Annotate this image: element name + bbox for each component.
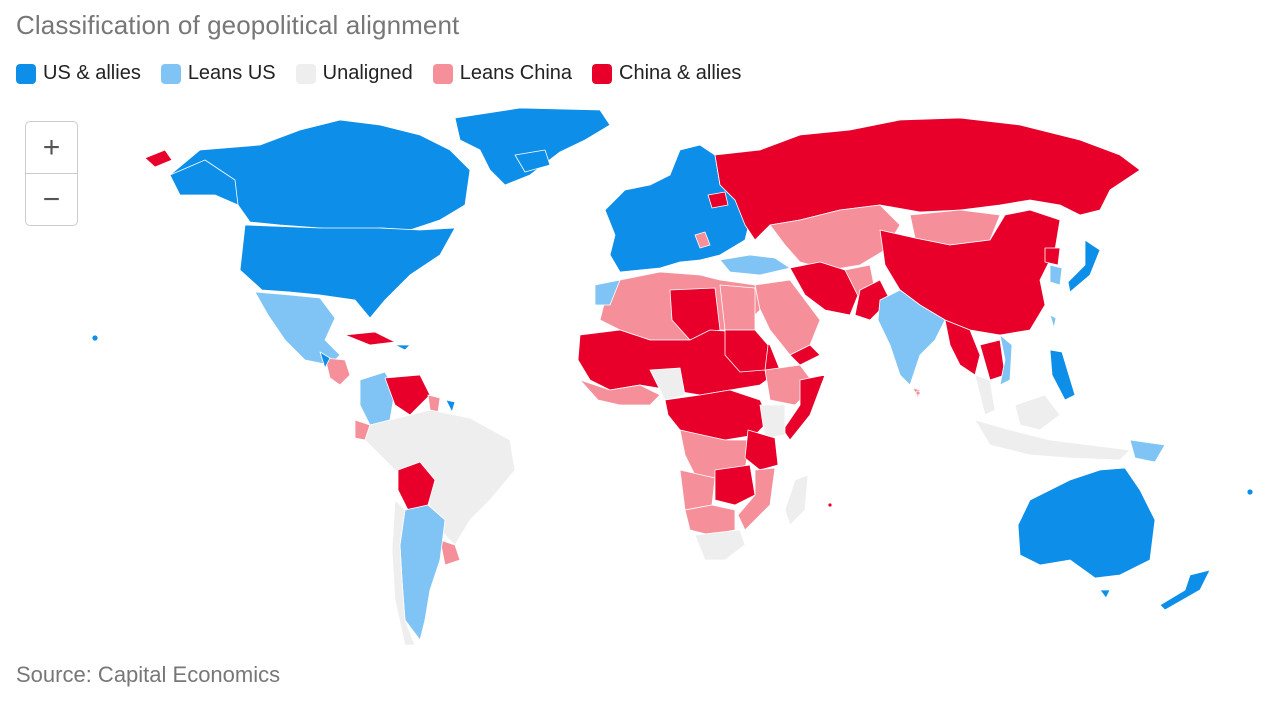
region-south-korea[interactable] xyxy=(1049,264,1063,286)
region-borneo[interactable] xyxy=(1014,394,1061,431)
region-india[interactable] xyxy=(877,289,946,386)
region-vietnam[interactable] xyxy=(999,334,1013,386)
region-australia[interactable] xyxy=(1017,467,1156,579)
region-central-america[interactable] xyxy=(324,357,351,386)
region-north-korea[interactable] xyxy=(1044,247,1061,266)
legend-label-unaligned: Unaligned xyxy=(322,62,413,84)
legend-swatch-leans-us xyxy=(160,63,181,84)
region-pacific-island[interactable] xyxy=(1246,488,1254,496)
region-morocco[interactable] xyxy=(594,279,621,306)
legend-label-us-allies: US & allies xyxy=(43,62,141,84)
region-usa[interactable] xyxy=(239,224,456,319)
region-yemen[interactable] xyxy=(789,344,821,366)
region-argentina[interactable] xyxy=(399,504,446,641)
region-comoros[interactable] xyxy=(915,390,921,396)
region-somalia[interactable] xyxy=(782,374,826,441)
legend-swatch-china-allies xyxy=(592,63,613,84)
zoom-out-button[interactable]: − xyxy=(42,182,61,216)
legend-item-leans-china: Leans China xyxy=(432,62,573,85)
legend-swatch-leans-china xyxy=(432,63,453,84)
region-venezuela[interactable] xyxy=(384,374,431,416)
region-mauritius[interactable] xyxy=(827,502,833,508)
region-canada[interactable] xyxy=(169,119,471,233)
region-chile[interactable] xyxy=(391,499,416,646)
region-cuba[interactable] xyxy=(344,331,396,346)
region-iran[interactable] xyxy=(789,261,861,316)
region-brazil[interactable] xyxy=(364,409,516,546)
world-map[interactable] xyxy=(0,100,1282,660)
region-serbia[interactable] xyxy=(694,231,711,249)
region-iceland[interactable] xyxy=(514,149,551,173)
region-paraguay[interactable] xyxy=(439,539,461,566)
legend-item-us-allies: US & allies xyxy=(16,62,141,85)
region-tasmania[interactable] xyxy=(1099,589,1111,599)
region-taiwan[interactable] xyxy=(1049,314,1057,329)
zoom-control: + − xyxy=(25,121,78,226)
legend-item-leans-us: Leans US xyxy=(160,62,276,85)
region-png[interactable] xyxy=(1129,439,1166,463)
region-europe-west[interactable] xyxy=(604,144,751,273)
legend-item-unaligned: Unaligned xyxy=(295,62,413,85)
region-chukotka[interactable] xyxy=(144,149,173,168)
region-caribbean[interactable] xyxy=(394,344,411,351)
region-tanzania[interactable] xyxy=(744,429,779,471)
region-russia[interactable] xyxy=(714,117,1141,241)
legend-label-leans-us: Leans US xyxy=(187,62,276,84)
zoom-divider xyxy=(26,173,77,174)
region-malay-peninsula[interactable] xyxy=(974,374,996,416)
zoom-in-button[interactable]: + xyxy=(42,130,61,164)
region-west-africa-coast[interactable] xyxy=(579,379,661,406)
region-zambia[interactable] xyxy=(714,464,756,506)
region-philippines[interactable] xyxy=(1049,349,1076,401)
source-note: Source: Capital Economics xyxy=(16,662,281,687)
region-nigeria[interactable] xyxy=(649,367,686,401)
region-namibia[interactable] xyxy=(684,504,736,536)
region-mozambique[interactable] xyxy=(737,467,776,531)
region-guyana[interactable] xyxy=(427,394,441,413)
region-egypt[interactable] xyxy=(719,284,756,331)
region-greenland[interactable] xyxy=(454,107,611,186)
region-hawaii[interactable] xyxy=(91,334,99,342)
region-alaska[interactable] xyxy=(169,159,239,206)
region-south-africa[interactable] xyxy=(694,529,746,561)
legend-swatch-unaligned xyxy=(295,63,316,84)
region-mexico[interactable] xyxy=(254,291,341,366)
legend-swatch-us-allies xyxy=(16,63,36,84)
legend-label-leans-china: Leans China xyxy=(459,62,573,84)
region-belarus[interactable] xyxy=(707,191,729,209)
region-madagascar[interactable] xyxy=(784,474,809,526)
region-turkey[interactable] xyxy=(719,254,791,276)
region-japan[interactable] xyxy=(1067,239,1101,293)
region-new-zealand[interactable] xyxy=(1159,569,1211,611)
legend: US & allies Leans US Unaligned Leans Chi… xyxy=(16,62,761,85)
region-central-america-2[interactable] xyxy=(319,351,331,369)
map-title: Classification of geopolitical alignment xyxy=(16,10,460,40)
region-indonesia[interactable] xyxy=(974,419,1131,461)
legend-label-china-allies: China & allies xyxy=(619,62,742,84)
region-sudan[interactable] xyxy=(724,329,769,373)
region-kenya[interactable] xyxy=(759,404,786,439)
region-french-guiana[interactable] xyxy=(445,399,456,413)
region-laos-cambodia[interactable] xyxy=(979,339,1006,381)
legend-item-china-allies: China & allies xyxy=(592,62,741,85)
